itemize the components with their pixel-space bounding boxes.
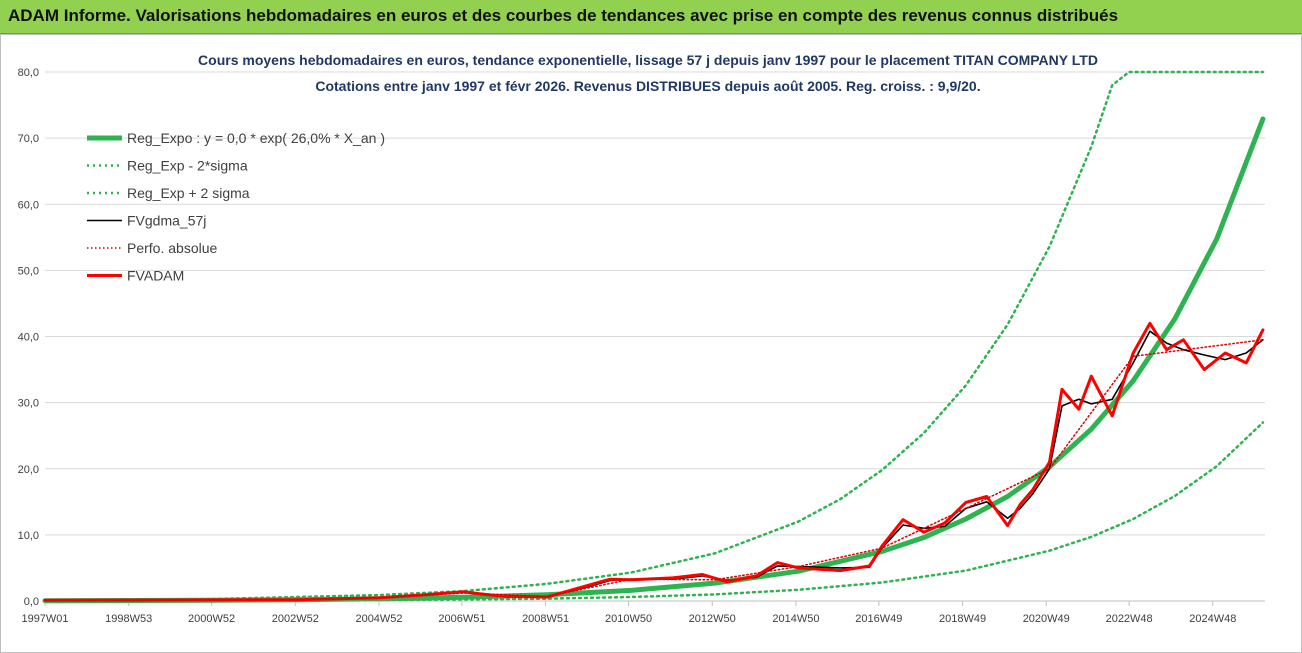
chart: 0,0 10,0 20,0 30,0 40,0 50,0 60,0 70,0 80,0 1997W…: [18, 52, 1266, 625]
legend-reg-lower-label: Reg_Exp - 2*sigma: [127, 158, 248, 174]
x-tick-label: 2010W50: [605, 613, 652, 625]
legend-fvadam-label: FVADAM: [127, 268, 184, 284]
y-tick-label: 60,0: [18, 199, 39, 211]
x-tick-label: 2024W48: [1189, 613, 1236, 625]
y-tick-label: 0,0: [24, 596, 39, 608]
x-tick-label: 2022W48: [1106, 613, 1153, 625]
y-tick-label: 10,0: [18, 530, 39, 542]
y-tick-label: 80,0: [18, 67, 39, 79]
chart-gridlines: [45, 71, 1265, 536]
chart-series: [42, 70, 1266, 604]
x-tick-label: 2012W50: [689, 613, 736, 625]
report-title: ADAM Informe. Valorisations hebdomadaire…: [8, 6, 1119, 25]
y-tick-label: 50,0: [18, 265, 39, 277]
chart-subtitle: Cotations entre janv 1997 et févr 2026. …: [315, 78, 980, 94]
x-tick-label: 2016W49: [855, 613, 902, 625]
report-banner: ADAM Informe. Valorisations hebdomadaire…: [0, 0, 1302, 34]
fvgdma-line: [44, 330, 1264, 602]
x-tick-label: 1998W53: [105, 613, 152, 625]
y-tick-label: 70,0: [18, 133, 39, 145]
x-tick-label: 2006W51: [438, 613, 485, 625]
legend-reg-expo-label: Reg_Expo : y = 0,0 * exp( 26,0% * X_an ): [127, 130, 385, 146]
y-tick-label: 20,0: [18, 464, 39, 476]
x-tick-label: 2008W51: [522, 613, 569, 625]
x-tick-label: 2020W49: [1023, 613, 1070, 625]
x-tick-label: 2014W50: [772, 613, 819, 625]
x-tick-label: 2002W52: [272, 613, 319, 625]
x-tick-label: 1997W01: [21, 613, 68, 625]
legend-fvgdma-label: FVgdma_57j: [127, 213, 206, 229]
x-tick-label: 2004W52: [355, 613, 402, 625]
y-tick-label: 40,0: [18, 332, 39, 344]
reg-upper-band-line: [43, 70, 1265, 602]
reg-lower-band-line: [43, 421, 1265, 603]
chart-title: Cours moyens hebdomadaires en euros, ten…: [198, 52, 1098, 68]
legend-perfo-label: Perfo. absolue: [127, 240, 217, 256]
perfo-absolue-line: [44, 339, 1264, 602]
legend-reg-upper-label: Reg_Exp + 2 sigma: [127, 185, 250, 201]
y-tick-label: 30,0: [18, 398, 39, 410]
x-tick-label: 2000W52: [188, 613, 235, 625]
x-tick-label: 2018W49: [939, 613, 986, 625]
fvadam-line: [43, 321, 1265, 602]
chart-legend: Reg_Expo : y = 0,0 * exp( 26,0% * X_an )…: [87, 130, 385, 284]
